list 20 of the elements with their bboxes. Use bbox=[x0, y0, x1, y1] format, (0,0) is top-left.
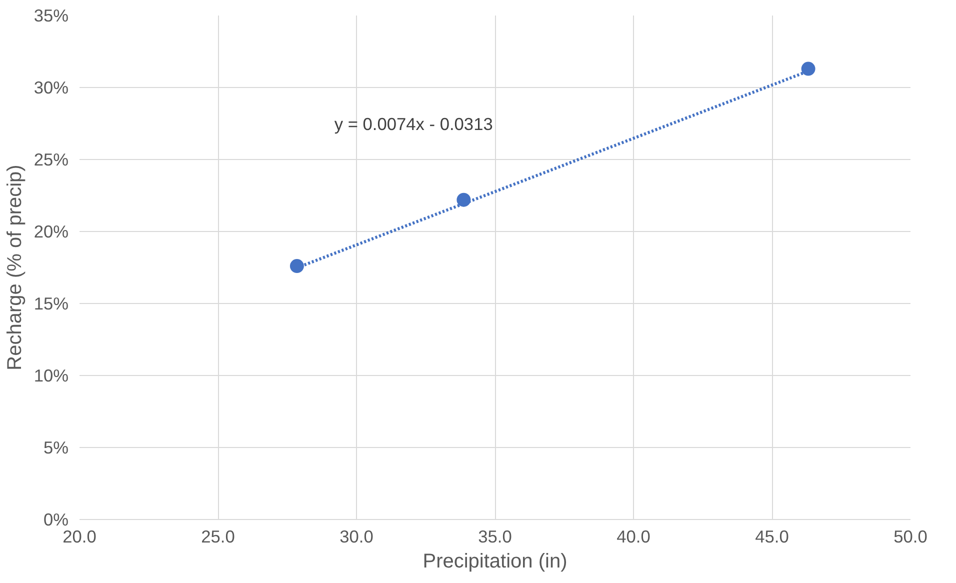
y-tick-label: 30% bbox=[34, 78, 69, 98]
point bbox=[801, 62, 816, 76]
y-axis-title: Recharge (% of precip) bbox=[4, 164, 26, 370]
y-tick-label: 10% bbox=[34, 366, 69, 386]
y-tick-label: 5% bbox=[43, 438, 68, 458]
annotation: y = 0.0074x - 0.0313 bbox=[334, 114, 493, 134]
x-tick-label: 40.0 bbox=[616, 526, 650, 546]
x-tick-label: 20.0 bbox=[62, 526, 96, 546]
x-tick-label: 50.0 bbox=[894, 526, 928, 546]
point bbox=[290, 259, 304, 274]
y-tick-label: 20% bbox=[34, 222, 69, 242]
y-tick-label: 25% bbox=[34, 150, 69, 170]
y-tick-label: 35% bbox=[34, 6, 69, 26]
x-tick-label: 30.0 bbox=[340, 526, 374, 546]
y-tick-label: 15% bbox=[34, 294, 69, 314]
y-tick-label: 0% bbox=[43, 510, 68, 530]
x-axis-title: Precipitation (in) bbox=[422, 550, 568, 572]
x-tick-label: 25.0 bbox=[201, 526, 235, 546]
x-tick-label: 45.0 bbox=[755, 526, 789, 546]
x-tick-label: 35.0 bbox=[478, 526, 512, 546]
